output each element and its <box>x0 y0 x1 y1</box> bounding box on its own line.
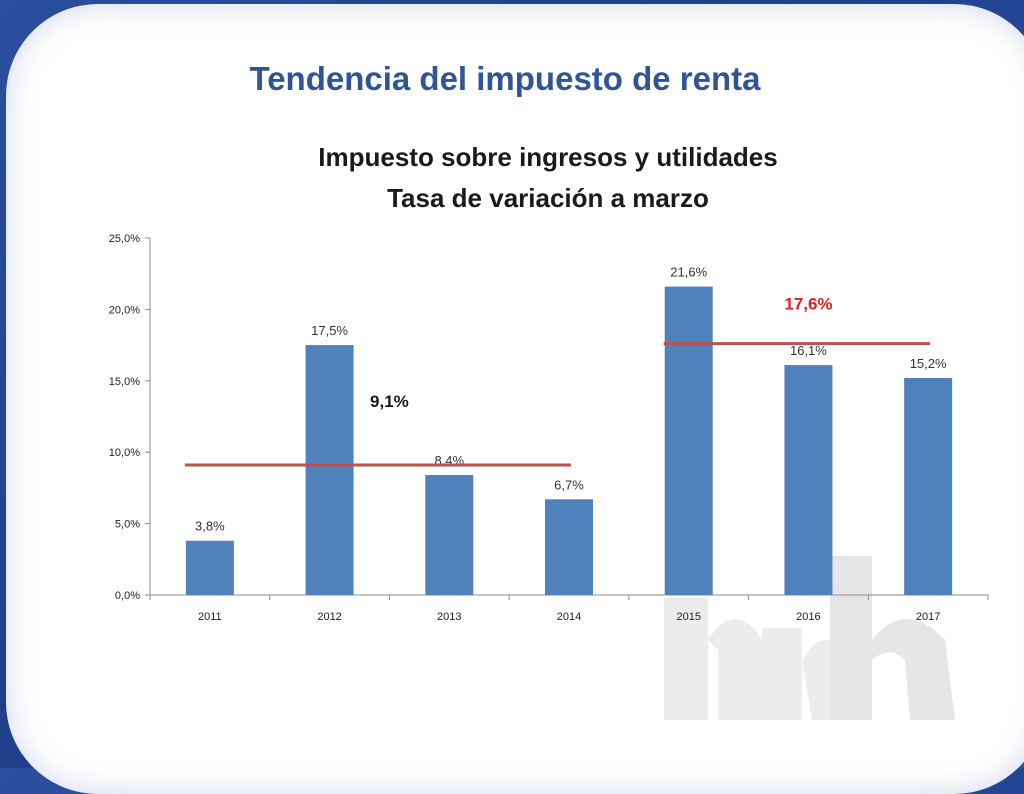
y-tick-label: 5,0% <box>115 519 140 531</box>
average-lines: 9,1% 17,6% <box>184 295 931 467</box>
y-tick-label: 0,0% <box>115 590 140 602</box>
x-tick-label-2016: 2016 <box>796 611 820 623</box>
bar-2017 <box>904 377 953 595</box>
x-tick-label-2013: 2013 <box>437 611 461 623</box>
average-label-1: 9,1% <box>370 392 409 411</box>
bar-2014 <box>545 499 593 595</box>
average-label-2: 17,6% <box>784 295 832 314</box>
y-tick-label: 15,0% <box>109 376 140 388</box>
data-label-2017: 15,2% <box>910 356 947 371</box>
data-label-2014: 6,7% <box>554 477 584 492</box>
chart-subtitle: Tasa de variación a marzo <box>387 183 709 213</box>
bar-2011 <box>185 540 234 595</box>
bar-2015 <box>664 286 713 595</box>
y-tick-label: 10,0% <box>109 447 140 459</box>
x-tick-label-2014: 2014 <box>557 611 581 623</box>
y-tick-label: 25,0% <box>109 233 140 245</box>
data-label-2016: 16,1% <box>790 343 827 358</box>
bars: 3,8%201117,5%20128,4%20136,7%201421,6%20… <box>185 265 953 623</box>
data-label-2011: 3,8% <box>195 519 225 534</box>
x-tick-label-2012: 2012 <box>317 611 341 623</box>
chart-title: Impuesto sobre ingresos y utilidades <box>318 142 778 172</box>
y-tick-label: 20,0% <box>109 304 140 316</box>
bar-2013 <box>425 475 474 595</box>
x-tick-label-2015: 2015 <box>676 611 700 623</box>
x-tick-label-2017: 2017 <box>916 611 940 623</box>
data-label-2015: 21,6% <box>670 265 707 280</box>
bar-2016 <box>784 365 833 595</box>
bar-2012 <box>305 345 354 595</box>
page-title: Tendencia del impuesto de renta <box>249 60 761 97</box>
bar-chart: 0,0% 5,0% 10,0% 15,0% 20,0% 25,0% 3,8% 2011 17,… <box>109 233 989 720</box>
ml-logo-watermark <box>664 556 955 720</box>
data-label-2012: 17,5% <box>311 323 348 338</box>
x-tick-label-2011: 2011 <box>198 611 222 623</box>
